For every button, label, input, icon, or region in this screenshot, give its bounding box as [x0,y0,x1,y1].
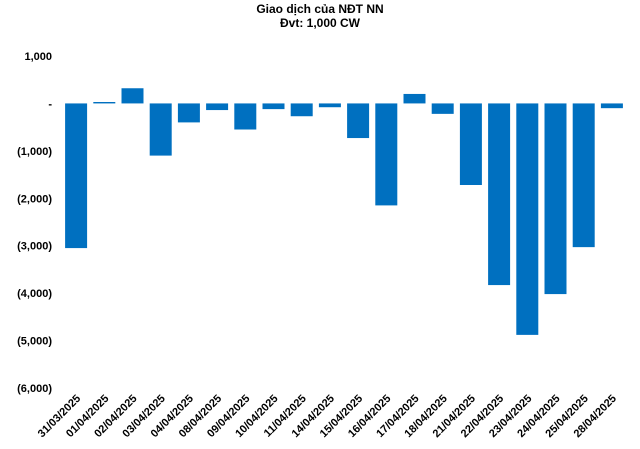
bar [488,103,511,286]
bar [459,103,482,186]
bar [290,103,313,117]
y-tick-label: (1,000) [17,146,52,158]
y-tick-label: (6,000) [17,383,52,395]
bar [234,103,257,130]
bar [262,103,285,110]
bar [516,103,539,335]
bar [347,103,370,139]
bar [149,103,172,156]
y-tick-label: (5,000) [17,336,52,348]
y-tick-label: (3,000) [17,241,52,253]
y-axis: 1,000 - (1,000) (2,000) (3,000) (4,000) (5,000… [17,51,52,395]
chart-subtitle: Đvt: 1,000 CW [279,16,361,30]
bar [121,88,144,104]
bar [600,103,623,109]
bar [93,102,116,104]
bar [431,103,454,114]
bar [375,103,398,206]
bar [572,103,595,248]
chart-title: Giao dịch của NĐT NN [256,2,384,16]
y-tick-label: (2,000) [17,193,52,205]
bar [318,103,341,108]
bar [403,93,426,104]
bar [177,103,200,123]
y-tick-label: 1,000 [24,51,52,63]
bar [544,103,567,295]
y-tick-label: - [48,98,52,110]
y-tick-label: (4,000) [17,288,52,300]
bar-series [65,88,623,335]
bar [206,103,229,111]
bar [65,103,88,249]
x-axis: 31/03/202501/04/202502/04/202503/04/2025… [36,393,619,440]
